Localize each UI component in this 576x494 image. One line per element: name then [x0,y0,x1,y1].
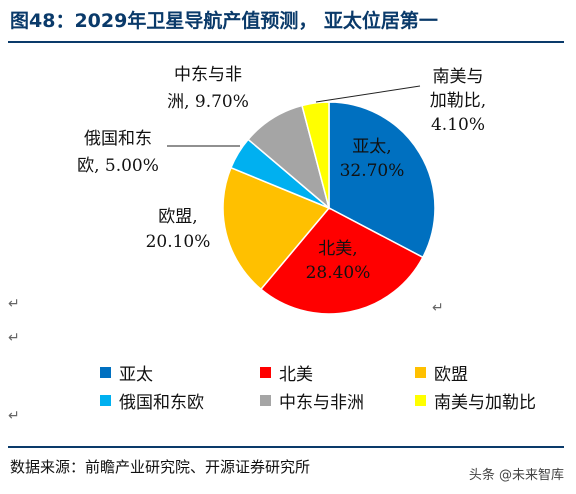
watermark: 头条 @未来智库 [468,468,564,483]
legend-item: 北美 [260,360,313,385]
legend-label: 北美 [279,365,313,385]
return-mark: ↵ [8,330,20,346]
pie-slice-1 [259,207,424,315]
slice-label-4: 中东与非洲, 9.70% [167,65,249,112]
legend-swatch [260,395,271,406]
title-divider [8,41,564,43]
legend-label: 欧盟 [434,365,468,385]
pie-chart: 亚太, 32.70% 北美, 28.40% 欧盟, 20.10% 俄国和东欧, 5.00%中… [77,65,486,315]
slice-label-3: 俄国和东欧, 5.00% [77,129,159,176]
figure-title: 图48：2029年卫星导航产值预测， 亚太位居第一 [10,10,438,32]
slice-label-1: 北美, 28.40% [306,239,371,283]
slice-label-2: 欧盟, 20.10% [146,207,211,252]
leader-line-5 [315,85,421,103]
source-note: 数据来源：前瞻产业研究院、开源证券研究所 [10,458,311,476]
legend-item: 欧盟 [415,360,468,385]
pie-slice-2 [222,166,331,291]
legend-label: 中东与非洲 [279,393,364,413]
return-mark: ↵ [432,300,444,316]
legend-swatch [415,395,426,406]
slice-label-0: 亚太, 32.70% [340,137,405,181]
legend-swatch [100,395,111,406]
legend-item: 俄国和东欧 [100,388,204,413]
legend-swatch [100,367,111,378]
legend-label: 南美与加勒比 [434,393,536,413]
footer-divider [8,446,564,448]
legend-label: 俄国和东欧 [119,393,204,413]
legend-item: 中东与非洲 [260,388,364,413]
pie-slice-0 [328,101,436,259]
slice-label-5: 南美与加勒比, 4.10% [430,67,486,135]
return-mark: ↵ [8,296,20,312]
legend-item: 南美与加勒比 [415,388,536,413]
legend-swatch [260,367,271,378]
legend-swatch [415,367,426,378]
legend-item: 亚太 [100,360,153,385]
legend-label: 亚太 [119,365,153,385]
return-mark: ↵ [8,408,20,424]
pie-slice-5 [301,101,330,209]
